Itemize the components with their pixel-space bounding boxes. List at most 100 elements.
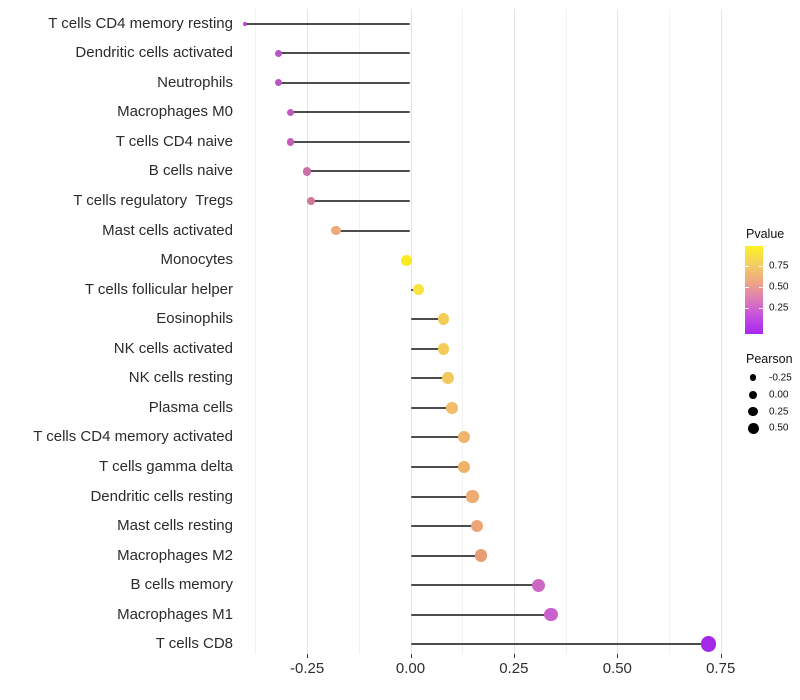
gridline-minor xyxy=(255,9,257,654)
lollipop-stem xyxy=(290,111,411,114)
lollipop-dot xyxy=(700,636,717,653)
lollipop-dot xyxy=(446,401,458,414)
pearson-legend-label: 0.25 xyxy=(769,406,789,417)
y-axis-label: Mast cells activated xyxy=(102,221,233,239)
colorbar-tick xyxy=(745,287,749,288)
pvalue-legend-label: 0.75 xyxy=(769,260,789,272)
colorbar-tick xyxy=(759,308,763,309)
lollipop-dot xyxy=(243,21,248,26)
lollipop-stem xyxy=(410,584,539,587)
x-axis-tick-label: 0.25 xyxy=(499,660,529,677)
y-axis-label: Mast cells resting xyxy=(117,517,233,535)
lollipop-dot xyxy=(302,167,312,176)
y-axis-label: NK cells resting xyxy=(128,369,233,387)
pvalue-legend-label: 0.50 xyxy=(769,281,789,293)
gridline-major xyxy=(617,9,619,654)
lollipop-dot xyxy=(307,196,316,206)
gridline-major xyxy=(307,9,309,654)
y-axis-label: Macrophages M1 xyxy=(117,605,233,623)
lollipop-dot xyxy=(441,372,454,385)
lollipop-stem xyxy=(290,140,411,143)
y-axis-label: Macrophages M2 xyxy=(117,546,233,564)
gridline-major xyxy=(410,9,412,654)
lollipop-stem xyxy=(410,643,709,646)
y-axis-label: Eosinophils xyxy=(156,310,233,328)
lollipop-stem xyxy=(410,525,477,528)
lollipop-stem xyxy=(410,318,444,321)
lollipop-stem xyxy=(336,229,411,232)
lollipop-dot xyxy=(458,460,471,473)
lollipop-dot xyxy=(413,284,425,296)
y-axis-label: Dendritic cells activated xyxy=(75,44,233,62)
y-axis-label: Dendritic cells resting xyxy=(90,487,233,505)
colorbar-tick xyxy=(745,308,749,309)
pvalue-colorbar xyxy=(745,246,763,334)
gridline-minor xyxy=(669,9,670,654)
y-axis-label: T cells CD8 xyxy=(155,635,233,653)
y-axis-label: Plasma cells xyxy=(148,398,233,416)
colorbar-tick xyxy=(759,266,763,267)
y-axis-label: T cells gamma delta xyxy=(99,457,233,475)
colorbar-tick xyxy=(759,287,763,288)
x-axis-tick-label: 0.50 xyxy=(602,660,632,677)
x-axis-tick xyxy=(617,654,619,658)
x-axis-tick-label: -0.25 xyxy=(289,660,325,677)
lollipop-dot xyxy=(544,608,558,622)
lollipop-dot xyxy=(400,254,412,266)
lollipop-dot xyxy=(274,49,282,57)
gridline-major xyxy=(513,9,515,654)
lollipop-stem xyxy=(410,377,448,380)
y-axis-label: Macrophages M0 xyxy=(117,103,233,121)
y-axis-label: B cells naive xyxy=(148,162,233,180)
colorbar-tick xyxy=(745,266,749,267)
lollipop-dot xyxy=(274,79,282,87)
pearson-legend-label: 0.00 xyxy=(769,389,789,401)
pearson-legend-title: Pearson xyxy=(746,352,793,366)
x-axis-tick xyxy=(307,654,309,658)
x-axis-tick xyxy=(513,654,515,658)
y-axis-label: T cells regulatory Tregs xyxy=(73,192,233,209)
lollipop-stem xyxy=(278,81,411,84)
y-axis-label: T cells CD4 memory resting xyxy=(48,14,233,32)
pearson-legend-dot xyxy=(749,374,757,381)
gridline-major xyxy=(720,9,722,654)
lollipop-dot xyxy=(437,313,450,325)
lollipop-dot xyxy=(532,578,546,592)
lollipop-stem xyxy=(307,170,411,173)
lollipop-stem xyxy=(311,200,411,202)
lollipop-dot xyxy=(331,225,341,236)
lollipop-stem xyxy=(410,554,481,557)
lollipop-stem xyxy=(245,22,411,25)
gridline-minor xyxy=(358,9,360,654)
lollipop-dot xyxy=(470,519,483,533)
lollipop-dot xyxy=(458,431,471,444)
lollipop-stem xyxy=(410,465,465,468)
lollipop-stem xyxy=(410,495,473,498)
pvalue-legend-title: Pvalue xyxy=(746,227,785,241)
y-axis-label: T cells CD4 memory activated xyxy=(33,428,233,446)
pearson-legend-label: -0.25 xyxy=(769,372,792,383)
lollipop-stem xyxy=(410,436,465,439)
lollipop-stem xyxy=(278,52,411,55)
x-axis-tick-label: 0.00 xyxy=(395,660,426,677)
lollipop-dot xyxy=(474,549,487,562)
pearson-legend-dot xyxy=(747,422,759,434)
lollipop-dot xyxy=(466,490,479,503)
y-axis-label: NK cells activated xyxy=(113,339,233,357)
pearson-legend-dot xyxy=(748,406,758,417)
lollipop-dot xyxy=(286,138,295,146)
pvalue-legend-label: 0.25 xyxy=(769,302,789,314)
y-axis-label: T cells CD4 naive xyxy=(115,132,233,150)
pearson-legend-label: 0.50 xyxy=(769,422,789,434)
y-axis-label: Monocytes xyxy=(160,251,233,269)
pearson-legend-dot xyxy=(749,391,757,399)
lollipop-stem xyxy=(410,347,444,350)
lollipop-dot xyxy=(437,342,450,355)
y-axis-label: T cells follicular helper xyxy=(84,280,233,298)
lollipop-stem xyxy=(410,406,452,409)
x-axis-tick-label: 0.75 xyxy=(706,660,736,677)
y-axis-label: Neutrophils xyxy=(157,73,233,91)
lollipop-stem xyxy=(410,613,552,616)
gridline-minor xyxy=(462,9,464,654)
